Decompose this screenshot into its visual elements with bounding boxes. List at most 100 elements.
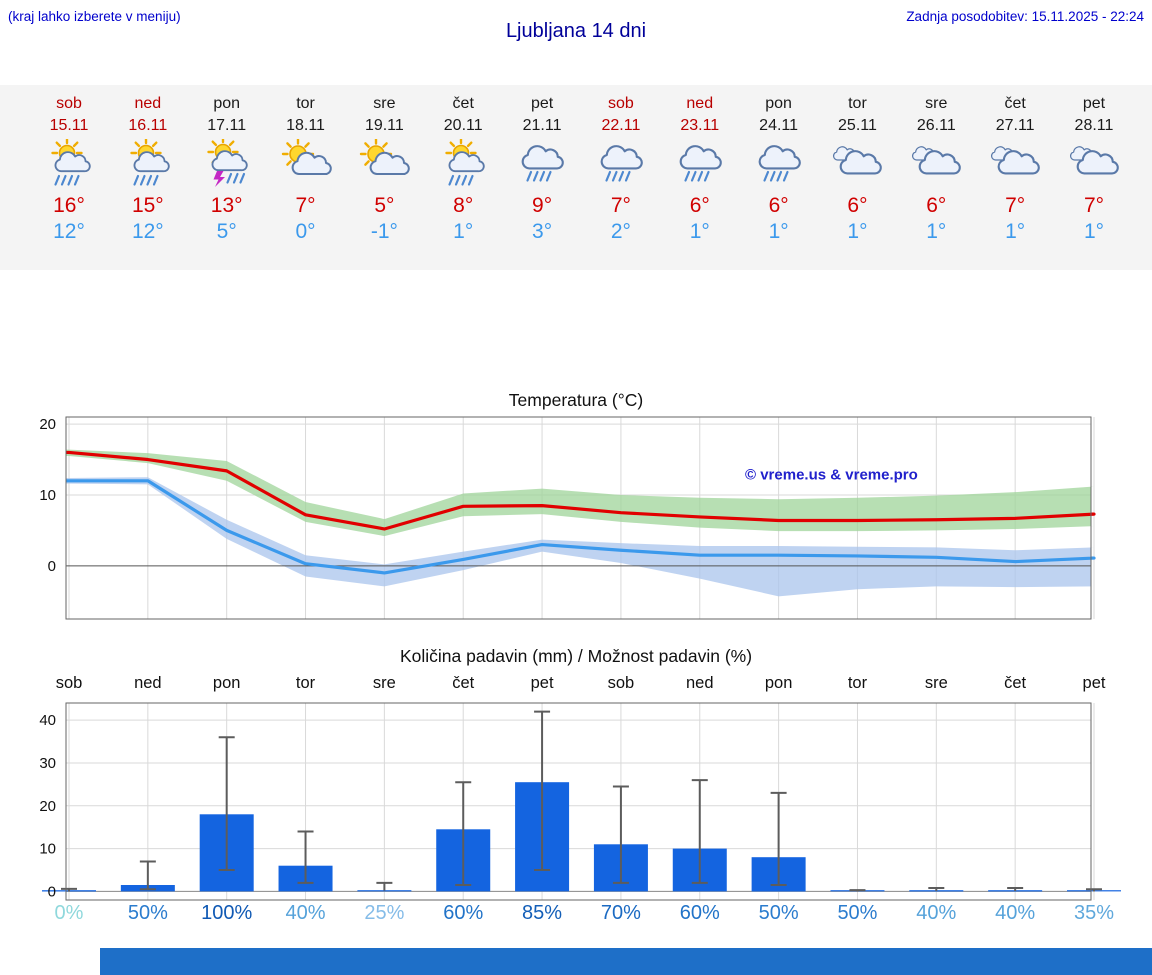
precip-probability: 50% [758,902,799,924]
svg-text:0: 0 [48,558,56,575]
high-temp: 8° [453,194,474,217]
low-temp: 1° [847,220,868,243]
precip-probability-row: 0% 50% 100% 40% 25% 60% 85% 70% 60% 50% 50% 40% 40% 3… [0,902,1152,932]
sun-rain-icon [30,137,109,191]
forecast-day-28.11: pet 28.11 7° 1° [1054,93,1133,245]
low-temp: 1° [1005,220,1026,243]
precip-probability: 85% [522,902,563,924]
cloudy-icon [1054,137,1133,191]
sun-cloud-icon [345,137,424,191]
precip-probability: 0% [54,902,84,924]
low-temp: 12° [53,220,85,243]
cloudy-icon [976,137,1055,191]
day-date: 24.11 [759,117,799,134]
high-temp: 6° [926,194,947,217]
precip-day-label: pon [764,674,793,692]
high-temp: 6° [847,194,868,217]
forecast-day-26.11: sre 26.11 6° 1° [897,93,976,245]
forecast-day-24.11: pon 24.11 6° 1° [739,93,818,245]
footer-bar [100,948,1152,975]
low-temp: 0° [295,220,316,243]
precip-day-label: tor [295,674,316,692]
precip-day-label: pet [1082,674,1106,692]
precip-probability: 40% [285,902,326,924]
cloudy-icon [897,137,976,191]
day-name: pet [530,95,554,112]
precip-day-label: sob [55,674,83,692]
location-menu-hint[interactable]: (kraj lahko izberete v meniju) [8,9,181,24]
precip-probability: 70% [600,902,641,924]
low-temp: 1° [453,220,474,243]
day-name: čet [452,95,474,112]
forecast-day-17.11: pon 17.11 13° 5° [187,93,266,245]
forecast-day-27.11: čet 27.11 7° 1° [976,93,1055,245]
precip-probability: 60% [443,902,484,924]
precip-probability: 40% [995,902,1036,924]
cloud-rain-icon [739,137,818,191]
high-temp: 15° [131,194,164,217]
day-name: sre [373,95,396,112]
high-temp: 5° [374,194,395,217]
day-name: sob [56,95,82,112]
precip-probability: 50% [127,902,168,924]
forecast-day-25.11: tor 25.11 6° 1° [818,93,897,245]
low-temp: 1° [689,220,710,243]
precip-day-label: sre [924,674,948,692]
forecast-day-18.11: tor 18.11 7° 0° [266,93,345,245]
day-name: ned [134,95,162,112]
svg-text:10: 10 [39,487,56,504]
low-temp: 1° [1083,220,1105,243]
low-temp: 12° [131,220,164,243]
day-date: 23.11 [680,117,720,134]
precip-probability: 100% [201,902,253,924]
precip-bar [357,890,412,892]
day-name: pon [765,95,792,112]
sun-cloud-icon [266,137,345,191]
day-name: pon [213,95,241,112]
day-date: 22.11 [601,117,641,134]
day-date: 28.11 [1074,117,1114,134]
day-name: tor [296,95,315,112]
precip-day-label: čet [1004,674,1027,692]
svg-text:20: 20 [39,416,56,433]
day-date: 26.11 [916,117,956,134]
precip-probability: 50% [837,902,878,924]
last-update-timestamp: Zadnja posodobitev: 15.11.2025 - 22:24 [906,9,1144,24]
low-temp: 1° [926,220,947,243]
forecast-day-23.11: ned 23.11 6° 1° [660,93,739,245]
svg-text:10: 10 [39,841,56,858]
svg-text:30: 30 [39,755,56,772]
precip-probability: 60% [679,902,720,924]
low-temp: 3° [532,220,553,243]
forecast-day-19.11: sre 19.11 5° -1° [345,93,424,245]
sun-rain-icon [424,137,503,191]
precip-probability: 40% [916,902,957,924]
high-temp: 16° [53,194,85,217]
low-temp: -1° [370,220,398,243]
cloud-rain-icon [503,137,582,191]
sun-storm-icon [187,136,266,191]
day-name: pet [1082,95,1106,112]
forecast-day-22.11: sob 22.11 7° 2° [581,93,660,245]
day-name: ned [686,95,714,112]
day-date: 20.11 [443,117,483,134]
watermark-link[interactable]: © vreme.us & vreme.pro [745,466,918,483]
temperature-chart-title: Temperatura (°C) [508,390,644,410]
precipitation-chart: 0 10 20 30 40 [39,702,1121,901]
precip-probability: 35% [1073,902,1114,924]
low-temp: 2° [610,220,631,243]
svg-text:20: 20 [39,798,56,815]
forecast-day-15.11: sob 15.11 16° 12° [30,93,109,245]
day-name: čet [1004,95,1026,112]
precip-day-label: tor [847,674,868,692]
high-temp: 6° [768,194,789,217]
forecast-day-16.11: ned 16.11 15° 12° [108,93,187,245]
day-date: 17.11 [207,117,247,134]
high-temp: 7° [610,194,631,217]
precip-day-label: ned [686,674,714,692]
precip-day-label: sre [372,674,396,692]
precip-day-label: ned [134,674,162,692]
precip-day-label: pon [212,674,241,692]
high-temp: 13° [210,194,243,217]
